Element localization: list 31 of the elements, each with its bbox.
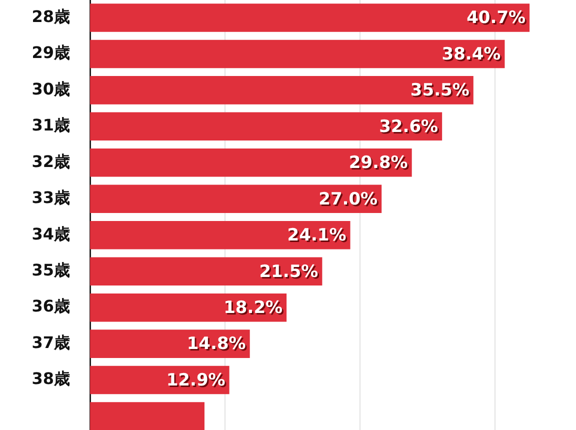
- y-tick-label: 34歳: [32, 224, 70, 244]
- data-label: 40.7%: [468, 10, 528, 30]
- bar: [90, 184, 382, 214]
- bar: [90, 148, 412, 177]
- data-label: 12.9%: [168, 372, 227, 392]
- y-tick-label: 28歳: [32, 6, 70, 26]
- data-label: 38.4%: [443, 46, 502, 66]
- bar: [90, 76, 474, 104]
- y-tick-label: 32歳: [32, 152, 70, 171]
- bar: [90, 40, 505, 68]
- y-tick-label: 38歳: [32, 369, 70, 388]
- data-label: 24.1%: [288, 227, 348, 248]
- bar: [90, 112, 442, 141]
- y-tick-label: 30歳: [32, 79, 70, 98]
- y-tick-label: 36歳: [32, 296, 70, 316]
- y-tick-label: 33歳: [32, 188, 70, 208]
- y-tick-label: 31歳: [32, 116, 70, 135]
- bar: [90, 220, 350, 250]
- data-label: 29.8%: [350, 154, 410, 175]
- y-tick-label: 29歳: [32, 43, 70, 62]
- bar: [90, 402, 204, 430]
- data-label: 18.2%: [225, 300, 284, 320]
- data-label: 27.0%: [320, 190, 380, 211]
- bar: [90, 257, 322, 286]
- data-label: 35.5%: [412, 82, 471, 102]
- bar: [90, 4, 530, 32]
- data-label: 14.8%: [188, 336, 248, 356]
- y-tick-label: 35歳: [32, 260, 70, 280]
- y-tick-label: 37歳: [32, 332, 70, 352]
- data-label: 21.5%: [260, 263, 320, 284]
- data-label: 32.6%: [380, 118, 440, 138]
